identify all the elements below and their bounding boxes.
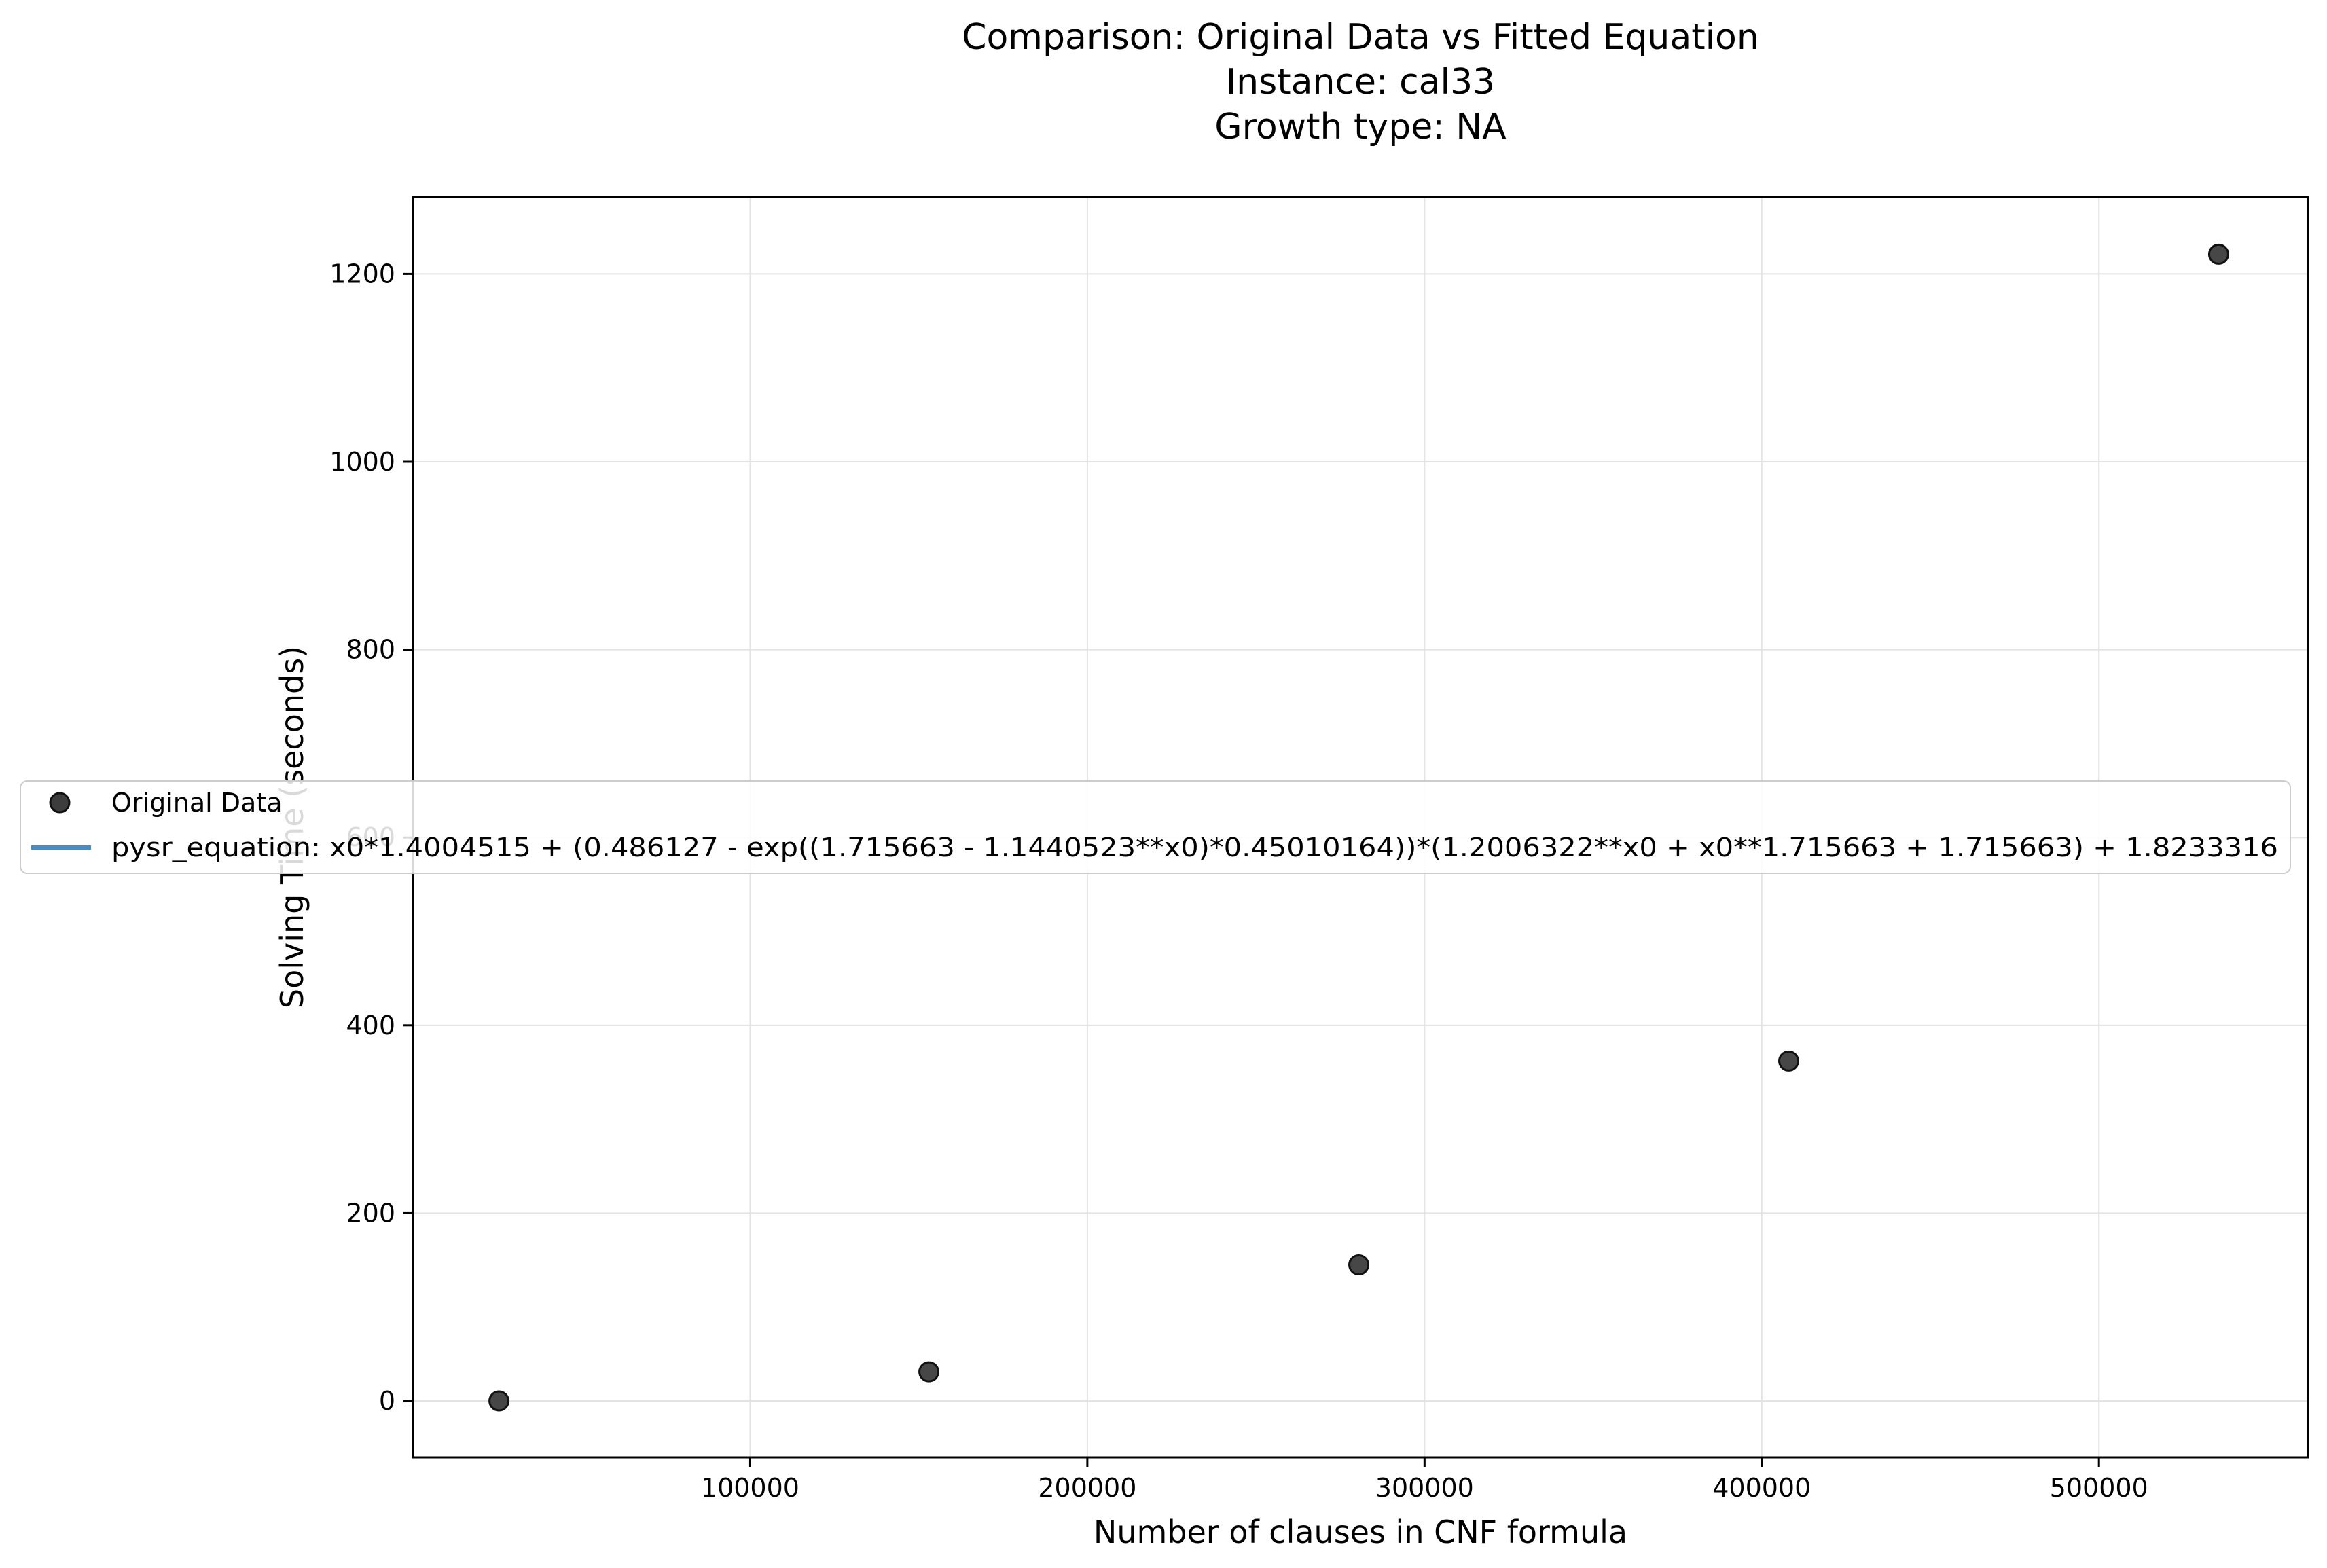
chart-title: Comparison: Original Data vs Fitted Equa… — [962, 17, 1759, 147]
y-tick-label: 200 — [346, 1198, 395, 1228]
legend-label-pysr-equation: pysr_equation: x0*1.4004515 + (0.486127 … — [111, 833, 2278, 862]
y-tick-label: 1000 — [329, 447, 395, 477]
data-point — [1778, 1050, 1799, 1072]
x-tick-label: 300000 — [1375, 1473, 1474, 1503]
legend-box — [20, 780, 2291, 874]
chart-title-line-1: Comparison: Original Data vs Fitted Equa… — [962, 17, 1759, 58]
data-point — [1348, 1254, 1370, 1275]
x-axis-label: Number of clauses in CNF formula — [1094, 1514, 1627, 1550]
y-tick-label: 0 — [379, 1386, 395, 1416]
data-points — [488, 243, 2229, 1412]
legend: Original Data pysr_equation: x0*1.4004515… — [20, 780, 2291, 874]
chart-title-line-3: Growth type: NA — [1214, 107, 1507, 147]
legend-label-original-data: Original Data — [111, 788, 283, 818]
x-tick-label: 400000 — [1712, 1473, 1811, 1503]
x-tick-label: 100000 — [701, 1473, 799, 1503]
y-tick-label: 1200 — [329, 259, 395, 289]
data-point — [918, 1361, 940, 1383]
data-point — [2207, 243, 2229, 265]
x-tick-label: 200000 — [1038, 1473, 1136, 1503]
y-axis: 020040060080010001200 — [329, 259, 413, 1416]
data-point — [488, 1390, 510, 1412]
y-tick-label: 400 — [346, 1010, 395, 1040]
y-tick-label: 800 — [346, 635, 395, 665]
legend-marker-original-data — [49, 792, 71, 814]
x-tick-label: 500000 — [2050, 1473, 2148, 1503]
chart-title-line-2: Instance: cal33 — [1226, 62, 1495, 103]
x-axis: 100000 200000 300000 400000 500000 — [701, 1457, 2148, 1503]
